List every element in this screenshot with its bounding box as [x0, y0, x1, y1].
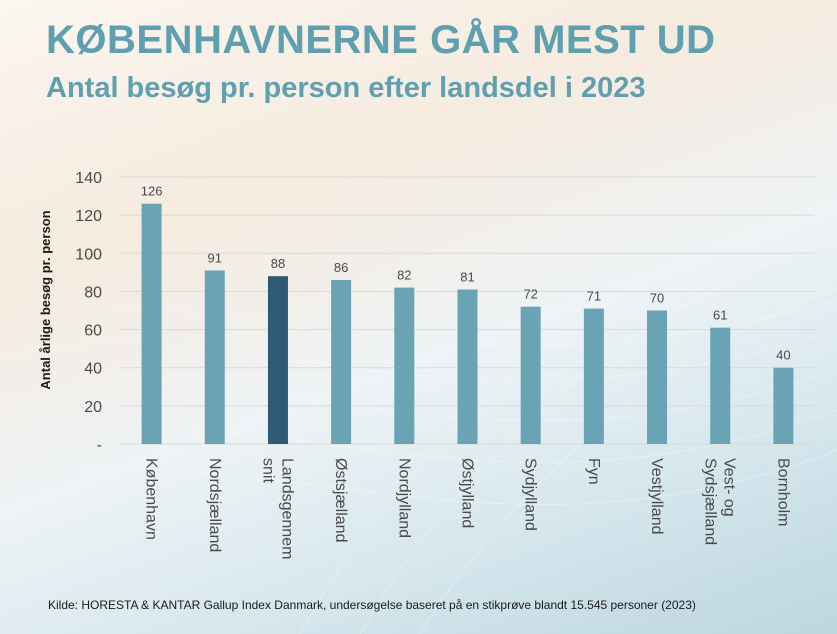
x-tick-label-line: Fyn: [585, 458, 602, 485]
data-label: 82: [397, 268, 411, 283]
y-tick-label: 80: [84, 284, 102, 301]
data-label: 86: [334, 260, 348, 275]
data-label: 61: [713, 308, 727, 323]
data-label: 91: [208, 250, 222, 265]
bar: [520, 306, 541, 444]
data-label: 88: [271, 256, 285, 271]
y-tick-label: 140: [75, 170, 102, 187]
y-tick-label: -: [97, 437, 102, 454]
x-tick-label: Fyn: [585, 458, 602, 485]
x-tick-label: Sydjylland: [522, 458, 539, 531]
x-tick-label-line: Vestjylland: [648, 458, 665, 535]
y-tick-label: 120: [75, 208, 102, 225]
data-label: 71: [587, 289, 601, 304]
data-label: 40: [776, 348, 790, 363]
x-tick-label-line: Vest- og: [721, 458, 738, 517]
data-label: 81: [460, 270, 474, 285]
x-tick-label: Nordsjælland: [206, 458, 223, 552]
bar: [647, 310, 668, 444]
y-tick-label: 100: [75, 246, 102, 263]
bar: [267, 276, 288, 444]
bar: [141, 203, 162, 444]
x-tick-label-line: snit: [259, 458, 276, 483]
y-tick-label: 60: [84, 323, 102, 340]
x-tick-label-line: Nordsjælland: [206, 458, 223, 552]
bar: [204, 270, 225, 444]
x-tick-label-line: Landsgennem: [278, 458, 295, 559]
x-tick-label: Nordjylland: [395, 458, 412, 538]
x-tick-label-line: Sydsjælland: [702, 458, 719, 545]
bar: [394, 287, 415, 444]
x-tick-label: Vestjylland: [648, 458, 665, 535]
y-axis-label: Antal årlige besøg pr. person: [38, 210, 53, 389]
x-tick-label-line: Sydjylland: [522, 458, 539, 531]
bar: [710, 327, 731, 444]
x-tick-label: København: [143, 458, 160, 540]
x-tick-label-line: Bornholm: [774, 458, 791, 526]
source-note: Kilde: HORESTA & KANTAR Gallup Index Dan…: [48, 598, 696, 612]
bar: [583, 308, 604, 444]
data-label: 72: [523, 287, 537, 302]
bar: [457, 289, 478, 444]
x-tick-label-line: Østsjælland: [332, 458, 349, 542]
page-subtitle: Antal besøg pr. person efter landsdel i …: [46, 72, 646, 104]
bar: [773, 367, 794, 444]
y-tick-label: 40: [84, 361, 102, 378]
data-label: 70: [650, 291, 664, 306]
x-tick-label-line: Nordjylland: [395, 458, 412, 538]
data-label: 126: [141, 184, 163, 199]
bar: [331, 279, 352, 444]
x-tick-label: Østjylland: [459, 458, 476, 528]
bar-chart: - 20 40 60 80 100 120 140 126 91 88 86 82 81 72 71 70 61…: [38, 170, 815, 559]
y-tick-label: 20: [84, 399, 102, 416]
x-tick-label-line: København: [143, 458, 160, 540]
x-tick-label-line: Østjylland: [459, 458, 476, 528]
x-tick-label: Bornholm: [774, 458, 791, 526]
x-tick-label: Østsjælland: [332, 458, 349, 542]
page-title: KØBENHAVNERNE GÅR MEST UD: [46, 18, 716, 62]
